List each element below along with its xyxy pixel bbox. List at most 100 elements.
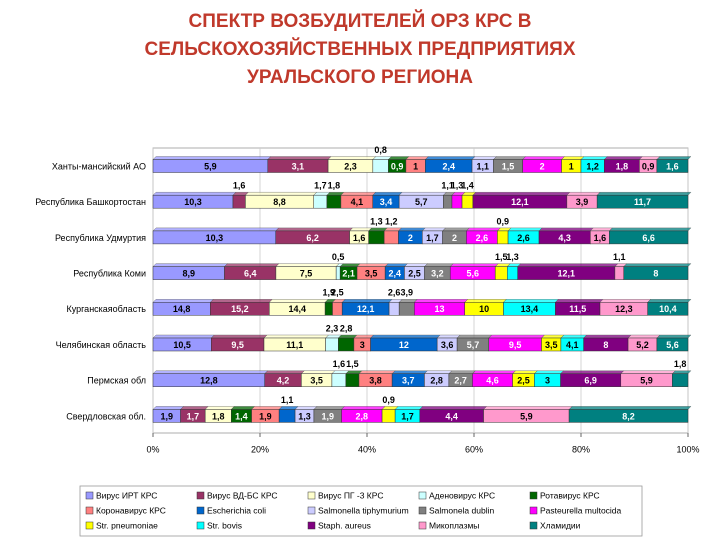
legend-label: Коронавирус КРС <box>96 505 166 515</box>
value-label: 3,8 <box>369 376 382 386</box>
bar-top <box>405 156 429 160</box>
value-label: 9,5 <box>231 340 244 350</box>
value-label: 4,1 <box>566 340 579 350</box>
bar-top <box>608 227 692 232</box>
bar-segment <box>497 230 509 245</box>
value-label: 6,9 <box>584 376 597 386</box>
value-label: 1,3 <box>451 181 464 191</box>
value-label: 4,4 <box>445 411 458 421</box>
value-label: 1,6 <box>594 233 607 243</box>
legend-swatch <box>307 491 316 500</box>
bar-top <box>568 406 692 410</box>
bar-top <box>398 191 447 196</box>
bar-top <box>566 191 601 196</box>
bar-top <box>152 370 269 374</box>
legend-label: Str. pneumoniae <box>96 520 158 530</box>
bar-segment <box>568 409 689 423</box>
x-tick-label: 100% <box>676 444 699 454</box>
bar-segment <box>451 194 463 209</box>
value-label: 1,9 <box>323 288 336 298</box>
legend-swatch <box>85 506 94 515</box>
bar-top <box>560 334 588 339</box>
bar-top <box>538 227 594 232</box>
bar-segment <box>614 266 624 280</box>
value-label: 10,3 <box>184 197 202 207</box>
bar-top <box>596 191 692 196</box>
value-label: 2,3 <box>344 161 357 171</box>
value-label: 12,1 <box>357 304 375 314</box>
bar-top <box>267 156 332 160</box>
legend-swatch <box>529 506 538 515</box>
bar-top <box>421 227 447 232</box>
category-label: Пермская обл <box>87 376 146 386</box>
value-label: 1,6 <box>233 181 246 191</box>
value-label: 10,4 <box>659 304 677 314</box>
value-label: 3,2 <box>431 268 444 278</box>
value-label: 1,3 <box>506 252 519 262</box>
bar-top <box>152 191 237 196</box>
legend-label: Вирус ПГ -3 КРС <box>318 490 383 500</box>
bar-segment <box>647 302 689 316</box>
bar-top <box>152 406 185 410</box>
bar-top <box>313 406 345 410</box>
value-label: 2,6 <box>476 233 489 243</box>
bar-top <box>472 191 571 196</box>
bar-segment <box>278 409 296 423</box>
value-label: 4,6 <box>486 376 499 386</box>
value-label: 3,9 <box>576 197 589 207</box>
bar-top <box>152 227 280 232</box>
bar-top <box>533 370 565 374</box>
value-label: 6,2 <box>306 233 319 243</box>
bar-top <box>561 156 585 160</box>
value-label: 2,5 <box>408 268 421 278</box>
bar-segment <box>324 302 333 316</box>
chart-title: УРАЛЬСКОГО РЕГИОНА <box>247 67 473 88</box>
value-label: 2,6 <box>517 233 530 243</box>
bar-top <box>152 263 228 267</box>
value-label: 15,2 <box>231 304 249 314</box>
value-label: 2,4 <box>442 161 455 171</box>
value-label: 1,7 <box>401 411 414 421</box>
value-label: 1,5 <box>346 359 359 369</box>
value-label: 5,9 <box>520 411 533 421</box>
category-label: Республика Удмуртия <box>55 233 146 243</box>
bar-top <box>263 334 330 339</box>
category-label: Свердловская обл. <box>66 411 146 421</box>
value-label: 13 <box>434 304 444 314</box>
x-tick-label: 0% <box>146 444 159 454</box>
bar-top <box>456 334 493 339</box>
bar-top <box>397 227 426 232</box>
bar-top <box>502 299 559 303</box>
value-label: 6,6 <box>642 233 655 243</box>
bar-top <box>589 227 613 232</box>
value-label: 1,2 <box>586 161 599 171</box>
legend-label: Pasteurella multocida <box>540 505 622 515</box>
value-label: 0,9 <box>496 216 509 226</box>
bar-top <box>603 156 643 160</box>
bar-top <box>471 156 497 160</box>
bar-top <box>358 370 396 374</box>
legend-swatch <box>196 521 205 530</box>
value-label: 1,6 <box>333 359 346 369</box>
bar-top <box>387 156 410 160</box>
value-label: 1,4 <box>461 181 474 191</box>
bar-segment <box>232 194 246 209</box>
bar-segment <box>656 159 689 173</box>
value-label: 0,5 <box>332 252 345 262</box>
bar-top <box>384 263 408 267</box>
bar-top <box>671 370 692 374</box>
legend-label: Хламидии <box>540 520 581 530</box>
bar-top <box>436 334 461 339</box>
bar-top <box>340 191 377 196</box>
category-label: Челябинская область <box>56 340 147 350</box>
bar-segment <box>372 159 389 173</box>
bar-top <box>353 334 375 339</box>
value-label: 10 <box>479 304 489 314</box>
category-label: Курганскаяобласть <box>66 304 146 314</box>
value-label: 1 <box>569 161 574 171</box>
bar-segment <box>507 266 518 280</box>
value-label: 1,8 <box>328 181 341 191</box>
legend-box <box>79 485 643 537</box>
value-label: 13,4 <box>521 304 539 314</box>
legend-label: Salmonella tiphymurium <box>318 505 409 515</box>
